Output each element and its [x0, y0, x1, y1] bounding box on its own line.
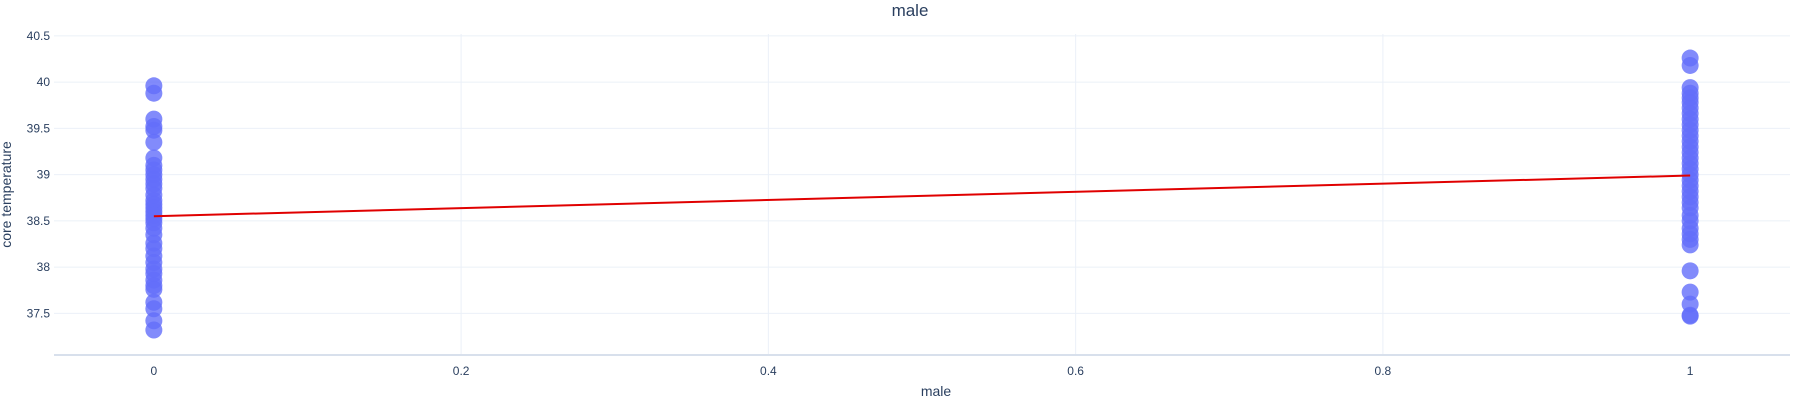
y-tick-label: 38.5: [27, 214, 51, 228]
data-point: [145, 321, 163, 339]
x-axis-title: male: [921, 383, 952, 399]
data-point: [1681, 262, 1699, 280]
y-tick-labels: 37.5 38 38.5 39 39.5 40 40.5: [27, 29, 51, 321]
data-point: [145, 300, 163, 318]
y-tick-label: 37.5: [27, 306, 51, 320]
data-point: [145, 133, 163, 151]
data-point: [1681, 307, 1699, 325]
y-tick-label: 38: [37, 260, 51, 274]
data-point: [1681, 56, 1699, 74]
y-axis-title: core temperature: [0, 141, 14, 248]
data-point: [145, 84, 163, 102]
y-tick-label: 40: [37, 75, 51, 89]
x-tick-label: 0.6: [1067, 364, 1084, 378]
chart-title: male: [892, 1, 929, 20]
x-tick-labels: 0 0.2 0.4 0.6 0.8 1: [151, 364, 1694, 378]
x-tick-label: 0.4: [760, 364, 777, 378]
x-tick-label: 0: [151, 364, 158, 378]
data-point: [145, 280, 163, 298]
x-tick-label: 0.2: [453, 364, 470, 378]
grid-lines: [54, 34, 1790, 355]
y-tick-label: 39: [37, 168, 51, 182]
data-point: [1681, 236, 1699, 254]
x-tick-label: 0.8: [1375, 364, 1392, 378]
data-point: [1681, 283, 1699, 301]
data-points: [145, 49, 1699, 339]
y-tick-label: 40.5: [27, 29, 51, 43]
x-tick-label: 1: [1687, 364, 1694, 378]
trend-line: [153, 174, 1691, 218]
y-tick-label: 39.5: [27, 121, 51, 135]
data-point: [145, 121, 163, 139]
